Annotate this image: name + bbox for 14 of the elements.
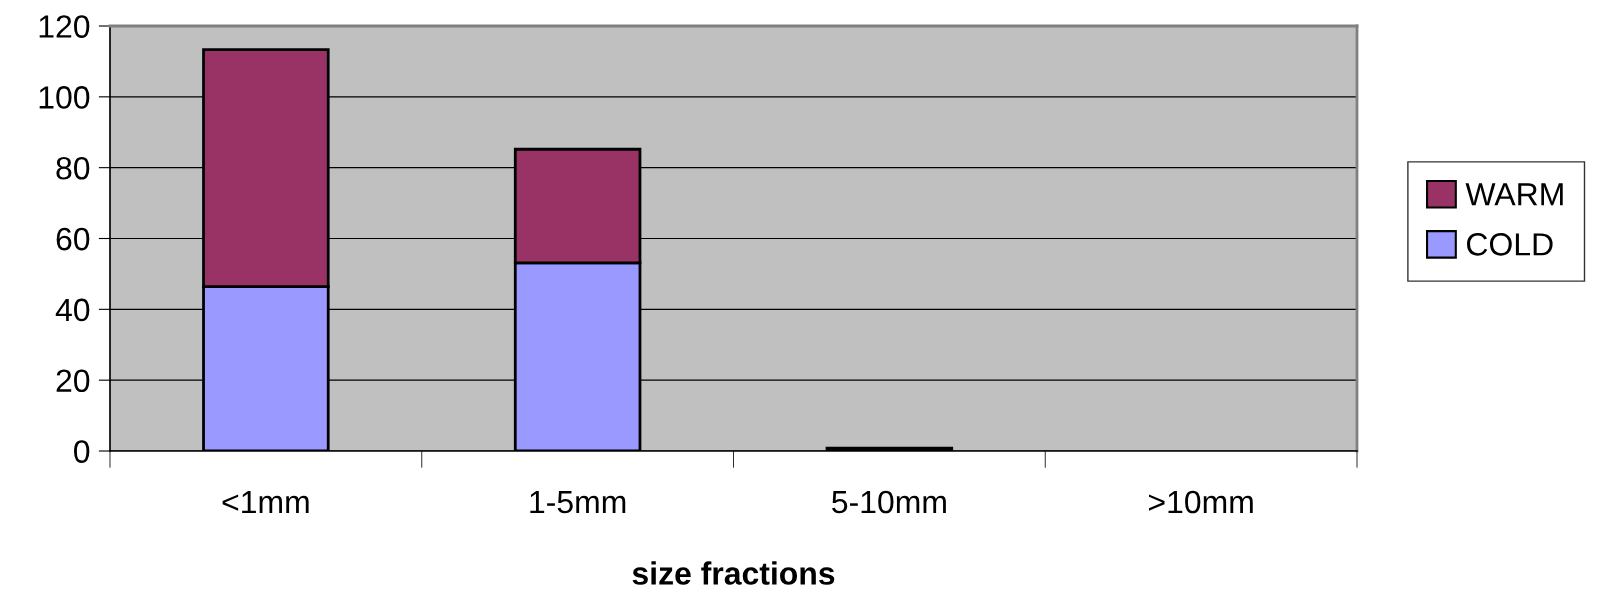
legend-label: WARM bbox=[1465, 183, 1563, 206]
y-tick-label: 0 bbox=[74, 440, 90, 463]
y-tick-label: 40 bbox=[55, 298, 90, 322]
y-tick-label: 100 bbox=[39, 86, 90, 109]
y-tick-label: 60 bbox=[56, 227, 90, 251]
y-tick-label: 80 bbox=[56, 156, 90, 180]
x-tick-label: <1mm bbox=[222, 491, 309, 514]
x-tick-label: >10mm bbox=[1149, 490, 1253, 514]
x-tick-label: 5-10mm bbox=[832, 490, 946, 514]
x-axis-title: size fractions bbox=[632, 561, 835, 585]
y-tick-label: 20 bbox=[56, 369, 90, 393]
legend-label: COLD bbox=[1467, 233, 1553, 256]
x-tick-label: 1-5mm bbox=[530, 491, 626, 514]
y-tick-label: 120 bbox=[39, 15, 90, 38]
